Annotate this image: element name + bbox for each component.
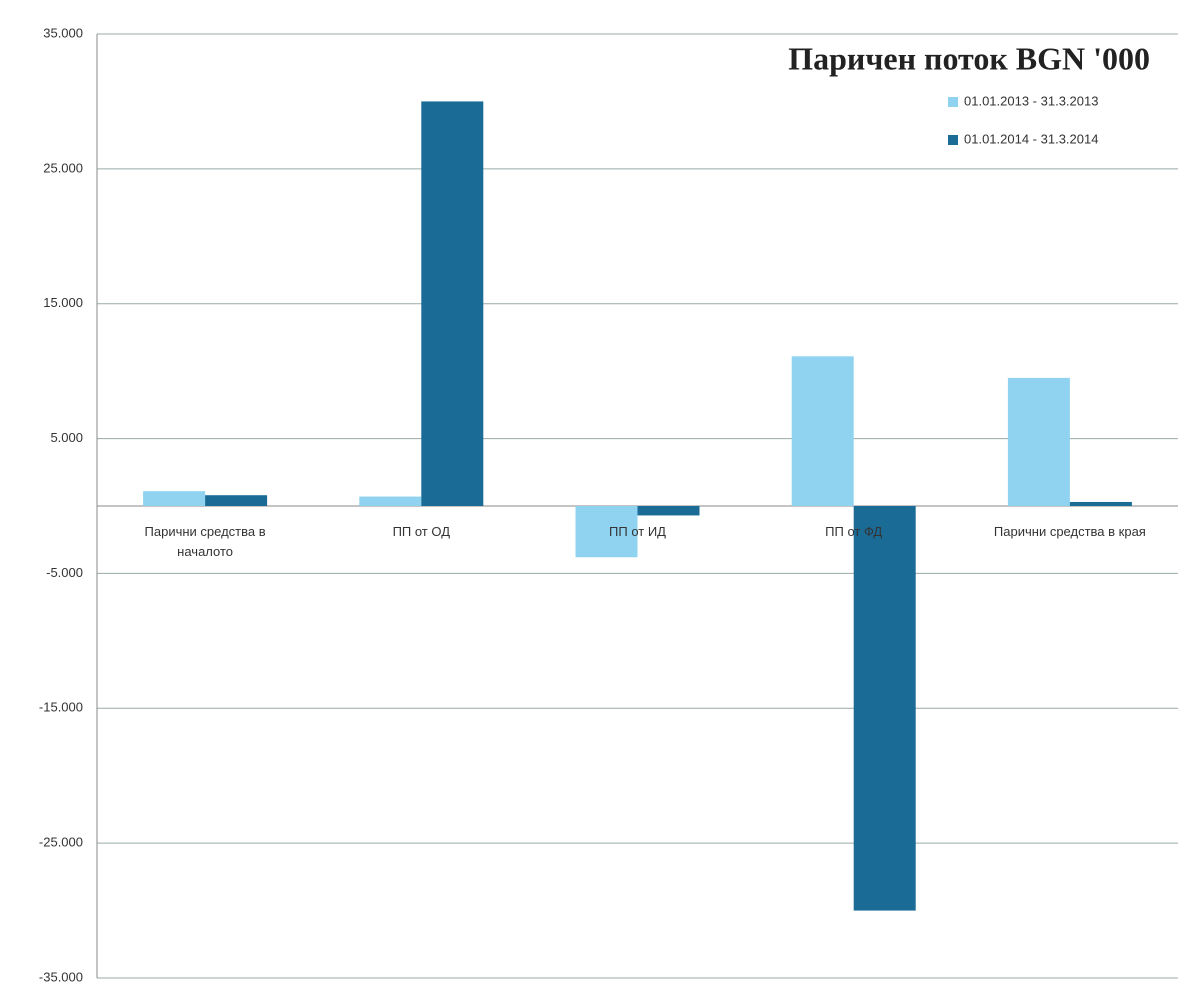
y-tick-label: 5.000 bbox=[50, 430, 83, 445]
x-tick-label: ПП от ИД bbox=[609, 524, 666, 539]
legend-swatch bbox=[948, 135, 958, 145]
x-tick-label: ПП от ОД bbox=[392, 524, 451, 539]
bar bbox=[1069, 501, 1132, 506]
x-tick-label: Парични средства в края bbox=[993, 524, 1146, 539]
bar bbox=[205, 495, 268, 506]
y-tick-label: -15.000 bbox=[39, 700, 83, 715]
bar bbox=[421, 101, 484, 506]
x-tick-label: ПП от ФД bbox=[825, 524, 883, 539]
bar bbox=[143, 491, 206, 506]
y-tick-label: 15.000 bbox=[43, 295, 83, 310]
y-tick-label: -35.000 bbox=[39, 969, 83, 984]
bar bbox=[637, 506, 700, 516]
legend-label: 01.01.2013 - 31.3.2013 bbox=[964, 93, 1098, 108]
y-tick-label: 25.000 bbox=[43, 160, 83, 175]
y-tick-label: -25.000 bbox=[39, 835, 83, 850]
y-tick-label: 35.000 bbox=[43, 25, 83, 40]
bar bbox=[359, 496, 422, 506]
bar bbox=[853, 506, 916, 911]
bar bbox=[791, 356, 854, 506]
y-tick-label: -5.000 bbox=[46, 565, 83, 580]
legend-swatch bbox=[948, 97, 958, 107]
chart-title: Паричен поток BGN '000 bbox=[788, 40, 1150, 76]
legend-label: 01.01.2014 - 31.3.2014 bbox=[964, 131, 1098, 146]
x-tick-label: Парични средства в началото bbox=[144, 524, 266, 559]
bar bbox=[1007, 377, 1070, 506]
bar bbox=[575, 506, 638, 558]
